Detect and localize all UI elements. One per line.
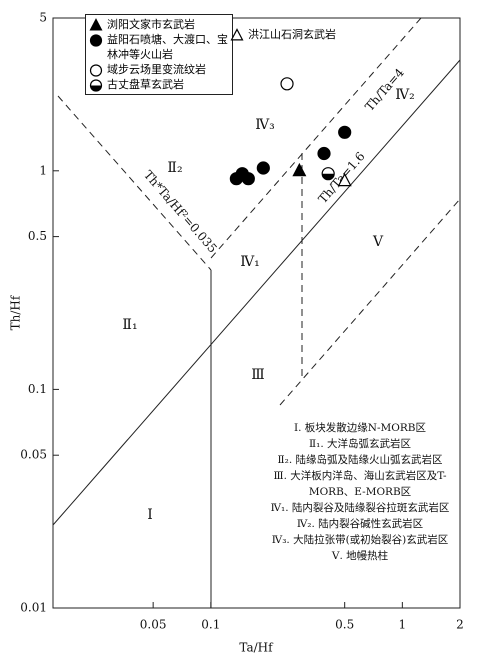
legend-item: 域步云场里变流纹岩: [89, 62, 229, 77]
y-tick-label: 0.01: [20, 601, 47, 615]
y-tick-label: 0.05: [20, 448, 47, 462]
y-tick-label: 5: [39, 11, 47, 25]
legend-label: 域步云场里变流纹岩: [107, 63, 206, 76]
x-tick-label: 0.05: [140, 618, 167, 632]
marker: [89, 79, 103, 92]
note: Ⅳ₁. 陆内裂谷及陆缘裂谷拉斑玄武岩区: [270, 502, 450, 514]
marker: [89, 64, 103, 77]
notes: Ⅰ. 板块发散边缘N-MORB区 Ⅱ₁. 大洋岛弧玄武岩区 Ⅱ₂. 陆缘岛弧及陆缘火…: [262, 420, 458, 564]
marker: [89, 34, 103, 47]
marker: [280, 77, 294, 91]
region-label: Ⅱ₁: [122, 317, 137, 333]
legend: 洪江山石洞玄武岩: [230, 27, 336, 42]
x-tick-label: 1: [399, 618, 407, 632]
legend-item: 古丈盘草玄武岩: [89, 77, 229, 92]
legend-icon: [230, 28, 244, 41]
legend-label: 洪江山石洞玄武岩: [248, 28, 336, 41]
marker: [230, 28, 244, 41]
legend-item: 益阳石喷塘、大渡口、宝林冲等火山岩: [89, 32, 229, 62]
marker: [241, 172, 255, 186]
region-label: Ⅰ: [147, 507, 153, 523]
boundary-line: [210, 17, 422, 259]
legend-label: 益阳石喷塘、大渡口、宝林冲等火山岩: [107, 33, 228, 61]
x-tick-label: 0.5: [335, 618, 354, 632]
legend: 浏阳文家市玄武岩益阳石喷塘、大渡口、宝林冲等火山岩域步云场里变流纹岩 古丈盘草玄武…: [85, 14, 233, 95]
region-label: Ⅴ: [372, 234, 384, 250]
marker-fill: [90, 85, 102, 91]
legend-icon: [89, 79, 103, 92]
plot-frame: [52, 17, 461, 609]
boundary-line: [52, 59, 461, 526]
x-tick-label: 2: [456, 618, 464, 632]
note: Ⅱ₁. 大洋岛弧玄武岩区: [308, 438, 412, 450]
region-label: Ⅳ₃: [255, 117, 275, 133]
y-tick-label: 1: [39, 163, 47, 177]
marker: [317, 146, 331, 161]
marker: [337, 172, 352, 187]
region-label: Ⅳ₁: [240, 254, 260, 270]
note: Ⅳ₃. 大陆拉张带(或初始裂谷)玄武岩区: [271, 534, 449, 546]
y-tick-label: 0.1: [28, 382, 47, 396]
region-label: Ⅲ: [251, 367, 265, 383]
marker-fill: [322, 173, 335, 180]
region-label: Ⅱ₂: [167, 160, 182, 176]
legend-label: 古丈盘草玄武岩: [107, 78, 184, 91]
y-tick-label: 0.5: [28, 229, 47, 243]
boundary-line: [57, 95, 212, 271]
legend-icon: [89, 18, 103, 31]
x-tick-label: 0.1: [201, 618, 220, 632]
x-axis-label: Ta/Hf: [239, 641, 274, 655]
note: Ⅰ. 板块发散边缘N-MORB区: [293, 422, 427, 434]
legend-item: 洪江山石洞玄武岩: [230, 27, 336, 42]
legend-label: 浏阳文家市玄武岩: [107, 18, 195, 31]
boundary-line: [279, 198, 461, 406]
marker: [292, 162, 307, 177]
note: Ⅱ₂. 陆缘岛弧及陆缘火山弧玄武岩区: [277, 454, 443, 466]
line-label: Th*Ta/Hf²=0.035: [141, 168, 220, 256]
legend-icon: [89, 34, 103, 47]
note: Ⅳ₂. 陆内裂谷碱性玄武岩区: [296, 518, 424, 530]
note: Ⅴ. 地幔热柱: [331, 550, 389, 562]
marker: [338, 125, 352, 139]
legend-item: 浏阳文家市玄武岩: [89, 17, 229, 32]
legend-icon: [89, 64, 103, 77]
marker: [256, 161, 270, 175]
marker: [89, 18, 103, 31]
y-axis-label: Th/Hf: [9, 294, 23, 330]
marker: [321, 167, 335, 181]
note: Ⅲ. 大洋板内洋岛、海山玄武岩区及T-MORB、E-MORB区: [273, 470, 447, 498]
region-label: Ⅳ₂: [395, 87, 415, 103]
